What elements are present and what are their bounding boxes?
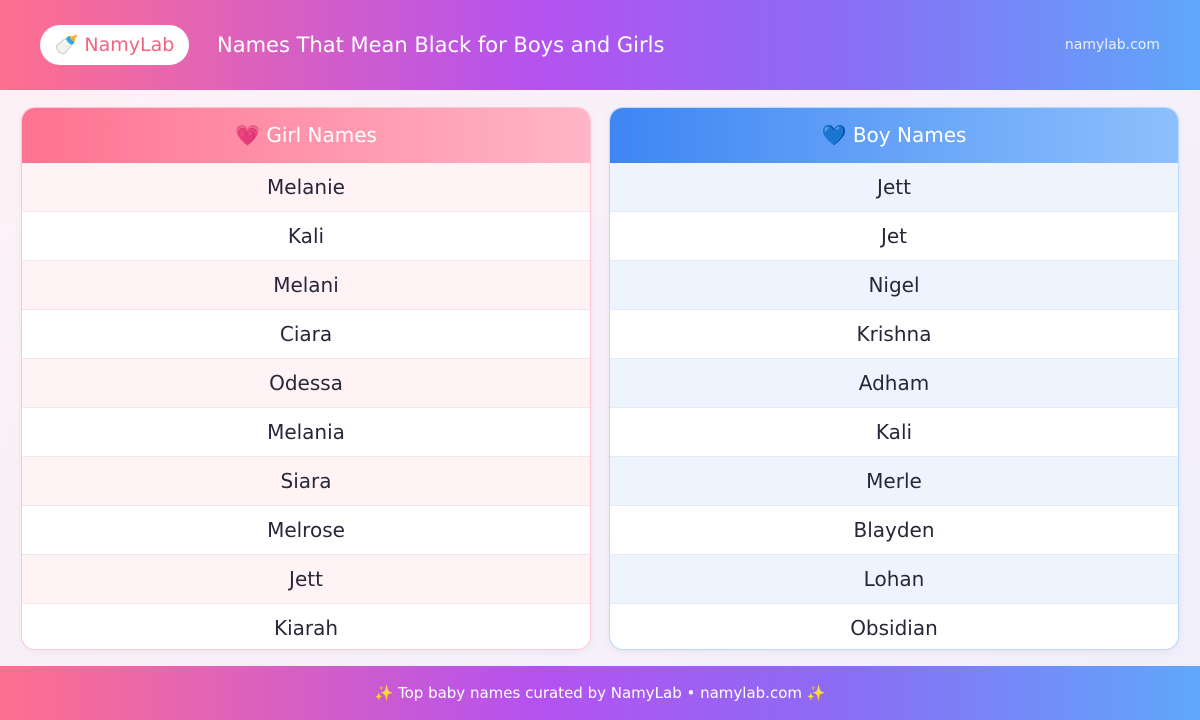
name-row: Jett (610, 163, 1178, 212)
name-row: Melanie (22, 163, 590, 212)
name-row: Kiarah (273, 616, 339, 640)
card-header: 💙 Boy Names (610, 108, 1178, 163)
name-row: Kali (610, 408, 1178, 457)
name-row: Jet (610, 212, 1178, 261)
name-row: Kali (22, 212, 590, 261)
name-row: Merle (610, 457, 1178, 506)
logo[interactable]: 🍼 NamyLab (40, 25, 189, 65)
name-row: Blayden (610, 506, 1178, 555)
girl-card: 💗 Girl Names Melanie Kali Melani Ciara Odess… (21, 107, 591, 650)
name-row: Obsidian (850, 616, 938, 640)
name-row: Krishna (610, 310, 1178, 359)
name-row: Jett (22, 555, 590, 604)
card-header: 💗 Girl Names (22, 108, 590, 163)
name-row: Odessa (22, 359, 590, 408)
boy-card: 💙 Boy Names Jett Jet Nigel Krishna Adham Kali… (609, 107, 1179, 650)
name-row: Melania (22, 408, 590, 457)
name-row: Ciara (22, 310, 590, 359)
page-title: Names That Mean Black for Boys and Girls (217, 33, 665, 57)
footer: ✨ Top baby names curated by NamyLab • na… (0, 666, 1200, 720)
header-bar: 🍼 NamyLab Names That Mean Black for Boys… (0, 0, 1200, 90)
name-row: Nigel (610, 261, 1178, 310)
name-row: Lohan (610, 555, 1178, 604)
name-row: Siara (22, 457, 590, 506)
name-row: Melrose (22, 506, 590, 555)
name-row: Adham (610, 359, 1178, 408)
site-link[interactable]: namylab.com (1064, 37, 1160, 53)
name-row: Melani (22, 261, 590, 310)
